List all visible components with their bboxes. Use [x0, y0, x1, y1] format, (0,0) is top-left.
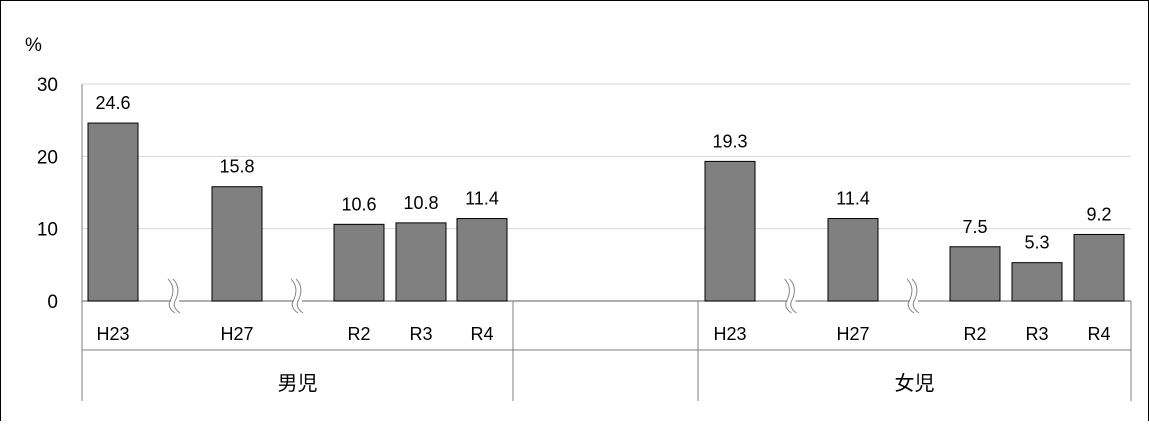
category-label: R2 [347, 324, 370, 344]
data-label: 15.8 [219, 157, 254, 177]
bar [456, 218, 508, 302]
y-tick-label: 20 [37, 147, 58, 168]
bar [211, 186, 263, 302]
category-label: R4 [1087, 324, 1110, 344]
axes: 0 10 20 30 [37, 75, 1132, 401]
bar [1011, 262, 1063, 302]
y-tick-label: 30 [37, 75, 58, 96]
data-label: 5.3 [1024, 233, 1049, 253]
category-label: R2 [963, 324, 986, 344]
data-label: 24.6 [95, 93, 130, 113]
category-labels: H23 H27 R2 R3 R4 男児 H23 H27 R2 R3 R4 女児 [96, 324, 1110, 395]
category-label: R3 [1025, 324, 1048, 344]
y-tick-label: 10 [37, 220, 58, 241]
axis-break-mark [167, 278, 176, 314]
group-label: 男児 [278, 372, 318, 395]
bar [333, 223, 385, 302]
category-label: H23 [96, 324, 129, 344]
data-label: 7.5 [962, 217, 987, 237]
data-label: 9.2 [1086, 204, 1111, 224]
axis-break-mark [911, 278, 920, 314]
y-axis-unit-label: % [25, 35, 42, 56]
axis-break-mark [789, 278, 797, 314]
data-label: 10.8 [403, 193, 438, 213]
bars [87, 122, 1125, 302]
bar [949, 246, 1001, 302]
bar [704, 160, 756, 302]
data-label: 11.4 [465, 189, 499, 209]
axis-break-mark [172, 278, 181, 314]
bar [87, 122, 139, 302]
data-label: 10.6 [341, 194, 376, 214]
data-label: 11.4 [836, 189, 870, 209]
category-label: H23 [713, 324, 746, 344]
bar [1073, 233, 1125, 302]
category-label: H27 [220, 324, 253, 344]
category-label: R3 [409, 324, 432, 344]
axis-break-mark [784, 278, 792, 314]
data-label: 19.3 [712, 131, 747, 151]
category-label: H27 [836, 324, 869, 344]
bar [827, 218, 879, 302]
axis-break-mark [906, 278, 915, 314]
data-labels: 24.6 15.8 10.6 10.8 11.4 19.3 11.4 7.5 5.3 9.2 [95, 93, 1111, 253]
axis-break-mark [290, 278, 299, 314]
bar [395, 222, 447, 302]
category-label: R4 [470, 324, 493, 344]
y-tick-label: 0 [47, 292, 58, 313]
group-label: 女児 [895, 372, 935, 395]
axis-break-mark [295, 278, 304, 314]
